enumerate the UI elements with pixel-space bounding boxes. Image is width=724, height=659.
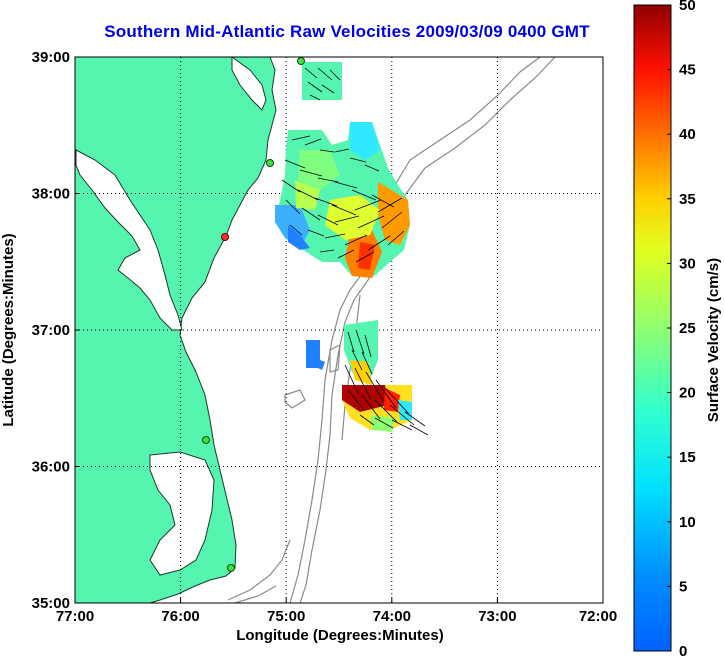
colorbar-tick-label: 10 [679,514,696,531]
grid-lines [75,57,603,603]
x-tick-label: 76:00 [161,608,199,625]
velocity-vectors [281,67,429,436]
colorbar-tick-label: 35 [679,191,696,208]
tick-marks [74,56,604,604]
colorbar-tick-label: 30 [679,255,696,272]
colorbar-tick-label: 40 [679,126,696,143]
x-tick-label: 73:00 [478,608,516,625]
chesapeake-bay [75,149,183,331]
colorbar-tick-label: 50 [679,0,696,14]
bathymetry-contours [227,57,556,603]
delaware-bay [231,57,267,111]
colorbar-tick-label: 5 [679,578,687,595]
x-tick-label: 72:00 [579,608,617,625]
radar-sites [202,57,305,572]
y-tick-label: 35:00 [32,595,70,612]
y-tick-label: 39:00 [32,49,70,66]
colorbar-tick-label: 15 [679,449,696,466]
colorbar-tick-label: 0 [679,643,687,659]
colorbar-title: Surface Velocity (cm/s) [705,258,722,422]
y-tick-label: 36:00 [32,459,70,476]
colorbar-tick-label: 25 [679,320,696,337]
colorbar [633,4,672,652]
y-axis-title: Latitude (Degrees:Minutes) [0,233,17,426]
colorbar-tick-label: 20 [679,385,696,402]
x-tick-label: 74:00 [373,608,411,625]
colorbar-ticks [667,4,671,652]
y-tick-label: 37:00 [32,322,70,339]
x-axis-title: Longitude (Degrees:Minutes) [236,627,444,644]
colorbar-tick-label: 45 [679,62,696,79]
x-tick-label: 75:00 [267,608,305,625]
map-title: Southern Mid-Atlantic Raw Velocities 200… [104,22,590,41]
pamlico-sound [149,451,215,576]
y-tick-label: 38:00 [32,186,70,203]
x-tick-label: 77:00 [56,608,94,625]
